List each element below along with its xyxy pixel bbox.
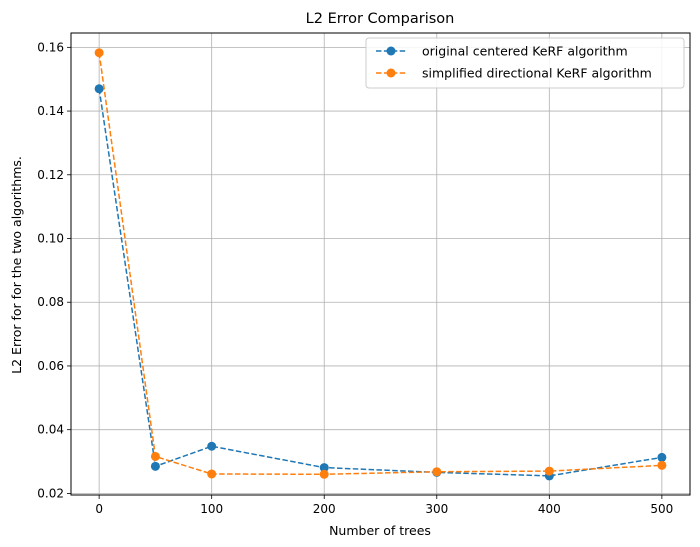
- series-2-point: [544, 466, 554, 476]
- y-tick-label: 0.04: [37, 423, 64, 437]
- y-tick-label: 0.08: [37, 295, 64, 309]
- legend: original centered KeRF algorithm simplifi…: [365, 37, 685, 89]
- y-tick-label: 0.06: [37, 359, 64, 373]
- x-tick-label: 500: [650, 502, 673, 516]
- series-1-point: [94, 84, 104, 94]
- x-tick-label: 400: [538, 502, 561, 516]
- chart-title: L2 Error Comparison: [306, 11, 455, 27]
- axis-ticks: 0 100 200 300 400 500 0.02 0.04 0.06 0.08 0.10 0.12…: [37, 40, 673, 516]
- legend-box: [365, 37, 685, 89]
- series-line-1: [98, 88, 662, 477]
- legend-label-1: original centered KeRF algorithm: [422, 44, 628, 59]
- series-2-point: [432, 467, 442, 477]
- legend-marker-1: [386, 46, 396, 56]
- series-2-point: [319, 469, 329, 479]
- series-2-point: [207, 469, 217, 479]
- y-axis-label: L2 Error for for the two algorithms.: [9, 156, 24, 374]
- series-1-point: [207, 441, 217, 451]
- series-line-2: [98, 52, 662, 476]
- grid: [71, 33, 690, 495]
- legend-marker-2: [386, 68, 396, 78]
- series-1-point: [657, 452, 667, 462]
- y-tick-label: 0.16: [37, 40, 64, 54]
- y-tick-label: 0.02: [37, 486, 64, 500]
- series-2-point: [657, 460, 667, 470]
- x-tick-label: 200: [313, 502, 336, 516]
- x-tick-label: 100: [200, 502, 223, 516]
- series-1-point: [150, 461, 160, 471]
- series-1-point: [319, 463, 329, 473]
- series-2-point: [150, 451, 160, 461]
- y-tick-label: 0.14: [37, 104, 64, 118]
- plot-frame: [70, 32, 691, 496]
- y-tick-label: 0.12: [37, 168, 64, 182]
- x-tick-label: 300: [425, 502, 448, 516]
- x-tick-label: 0: [95, 502, 103, 516]
- plot-series: [94, 48, 667, 481]
- series-2-point: [94, 48, 104, 58]
- legend-label-2: simplified directional KeRF algorithm: [422, 66, 652, 81]
- y-tick-label: 0.10: [37, 232, 64, 246]
- x-axis-label: Number of trees: [329, 523, 431, 538]
